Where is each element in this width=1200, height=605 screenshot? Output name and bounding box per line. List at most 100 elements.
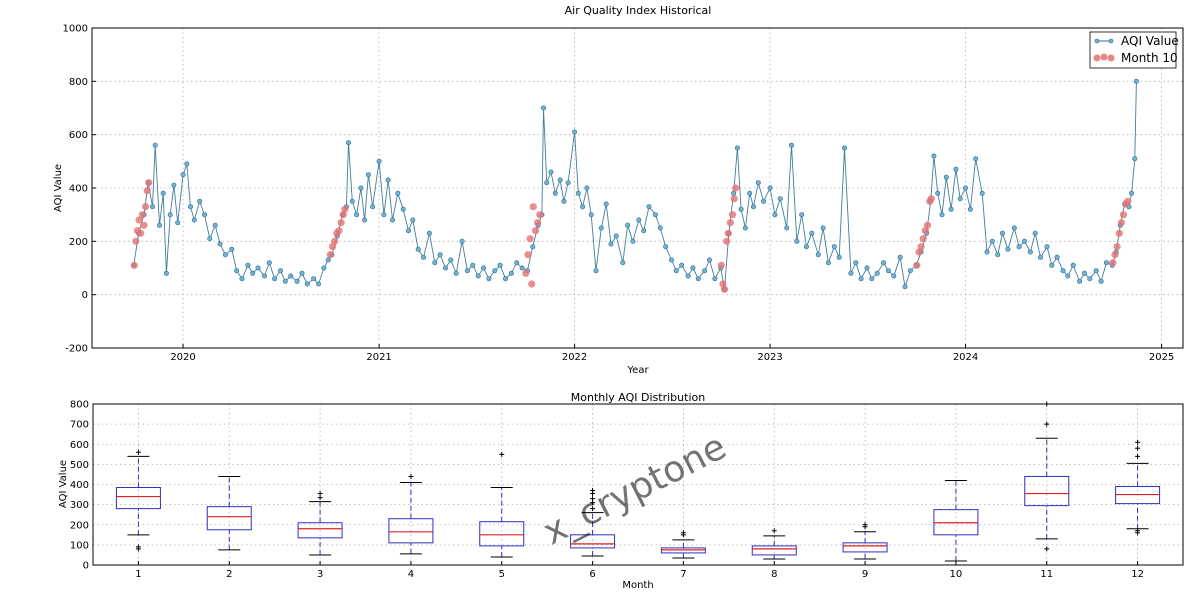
boxplot-x-tick-label: 11	[1040, 569, 1053, 580]
aqi-point	[492, 268, 498, 274]
legend-label-aqi: AQI Value	[1121, 34, 1179, 48]
aqi-point	[544, 180, 550, 186]
month10-point	[339, 211, 347, 219]
aqi-point	[459, 238, 465, 244]
aqi-point	[706, 257, 712, 263]
timeseries-chart: Air Quality Index Historical -200 0 200 400…	[53, 4, 1184, 376]
boxplot-y-tick-label: 500	[70, 460, 89, 471]
aqi-point	[548, 169, 554, 175]
aqi-point	[370, 204, 376, 210]
aqi-point	[1087, 276, 1093, 282]
aqi-point	[580, 204, 586, 210]
timeseries-y-tick-label: 0	[82, 290, 88, 301]
month10-point	[528, 280, 536, 288]
timeseries-x-tick-label: 2025	[1149, 352, 1174, 363]
aqi-point	[588, 212, 594, 218]
month10-point	[524, 251, 532, 259]
aqi-point	[345, 140, 351, 146]
box-month-10	[933, 479, 979, 562]
aqi-point	[1005, 246, 1011, 252]
boxplot-x-tick-label: 2	[226, 569, 232, 580]
aqi-point	[362, 217, 368, 223]
aqi-point	[935, 190, 941, 196]
aqi-point	[584, 185, 590, 191]
aqi-point	[410, 217, 416, 223]
aqi-point	[864, 265, 870, 271]
aqi-point	[420, 254, 426, 260]
aqi-point	[885, 268, 891, 274]
aqi-point	[777, 196, 783, 202]
aqi-point	[1082, 270, 1088, 276]
aqi-point	[530, 244, 536, 250]
aqi-point	[750, 204, 756, 210]
month10-point	[720, 285, 729, 293]
box-iqr	[115, 487, 161, 510]
timeseries-x-tick-label: 2023	[757, 352, 782, 363]
timeseries-frame	[91, 27, 1184, 349]
aqi-point	[1093, 268, 1099, 274]
aqi-point	[815, 252, 821, 258]
aqi-point	[261, 273, 267, 279]
box-month-6	[570, 488, 616, 557]
aqi-point	[943, 174, 949, 180]
month10-point	[927, 195, 935, 203]
aqi-point	[405, 228, 411, 234]
box-month-12	[1115, 439, 1161, 536]
aqi-point	[902, 284, 908, 290]
legend: AQI Value Month 10	[1089, 31, 1179, 69]
timeseries-x-tick-label: 2021	[366, 352, 391, 363]
boxplot-x-label: Month	[622, 580, 653, 591]
month10-point	[522, 269, 530, 277]
aqi-point	[294, 278, 300, 284]
aqi-point	[939, 212, 945, 218]
legend-marker-month10	[1093, 54, 1101, 62]
boxplot-x-tick-label: 9	[862, 569, 868, 580]
aqi-point	[497, 262, 503, 268]
aqi-point	[663, 244, 669, 250]
aqi-point	[695, 276, 701, 282]
box-iqr	[388, 518, 434, 544]
aqi-point	[349, 198, 355, 204]
aqi-point	[288, 273, 294, 279]
aqi-point	[311, 276, 317, 282]
aqi-point	[1054, 254, 1060, 260]
boxplot-chart: Monthly AQI Distribution 010020030040050…	[58, 391, 1184, 591]
timeseries-y-tick-label: -200	[65, 344, 88, 355]
aqi-point	[470, 262, 476, 268]
aqi-point	[321, 265, 327, 271]
aqi-point	[150, 204, 156, 210]
box-month-9	[842, 522, 888, 560]
boxplot-x-tick-label: 12	[1131, 569, 1144, 580]
aqi-point	[358, 185, 364, 191]
aqi-point	[212, 222, 218, 228]
boxplot-y-tick-label: 700	[70, 420, 89, 431]
aqi-point	[475, 273, 481, 279]
month10-point	[145, 179, 153, 187]
aqi-point	[979, 190, 985, 196]
aqi-point	[437, 252, 443, 258]
aqi-point	[742, 225, 748, 231]
box-month-3	[297, 491, 343, 556]
aqi-point	[957, 196, 963, 202]
month10-point	[732, 184, 740, 192]
aqi-point	[217, 241, 223, 247]
aqi-point	[316, 281, 322, 287]
aqi-point	[167, 212, 173, 218]
box-outlier	[1135, 453, 1141, 459]
month10-point	[729, 211, 737, 219]
box-outlier	[680, 530, 686, 536]
legend-entry-month10: Month 10	[1093, 51, 1178, 65]
aqi-point	[761, 198, 767, 204]
aqi-series-line	[133, 81, 1137, 290]
aqi-point	[853, 260, 859, 266]
month10-point	[921, 227, 930, 235]
aqi-point	[841, 145, 847, 151]
aqi-point	[1098, 278, 1104, 284]
aqi-point	[197, 198, 203, 204]
aqi-point	[255, 265, 261, 271]
aqi-point	[603, 201, 609, 207]
aqi-point	[620, 260, 626, 266]
legend-label-month10: Month 10	[1121, 51, 1178, 65]
month10-point	[143, 187, 151, 195]
